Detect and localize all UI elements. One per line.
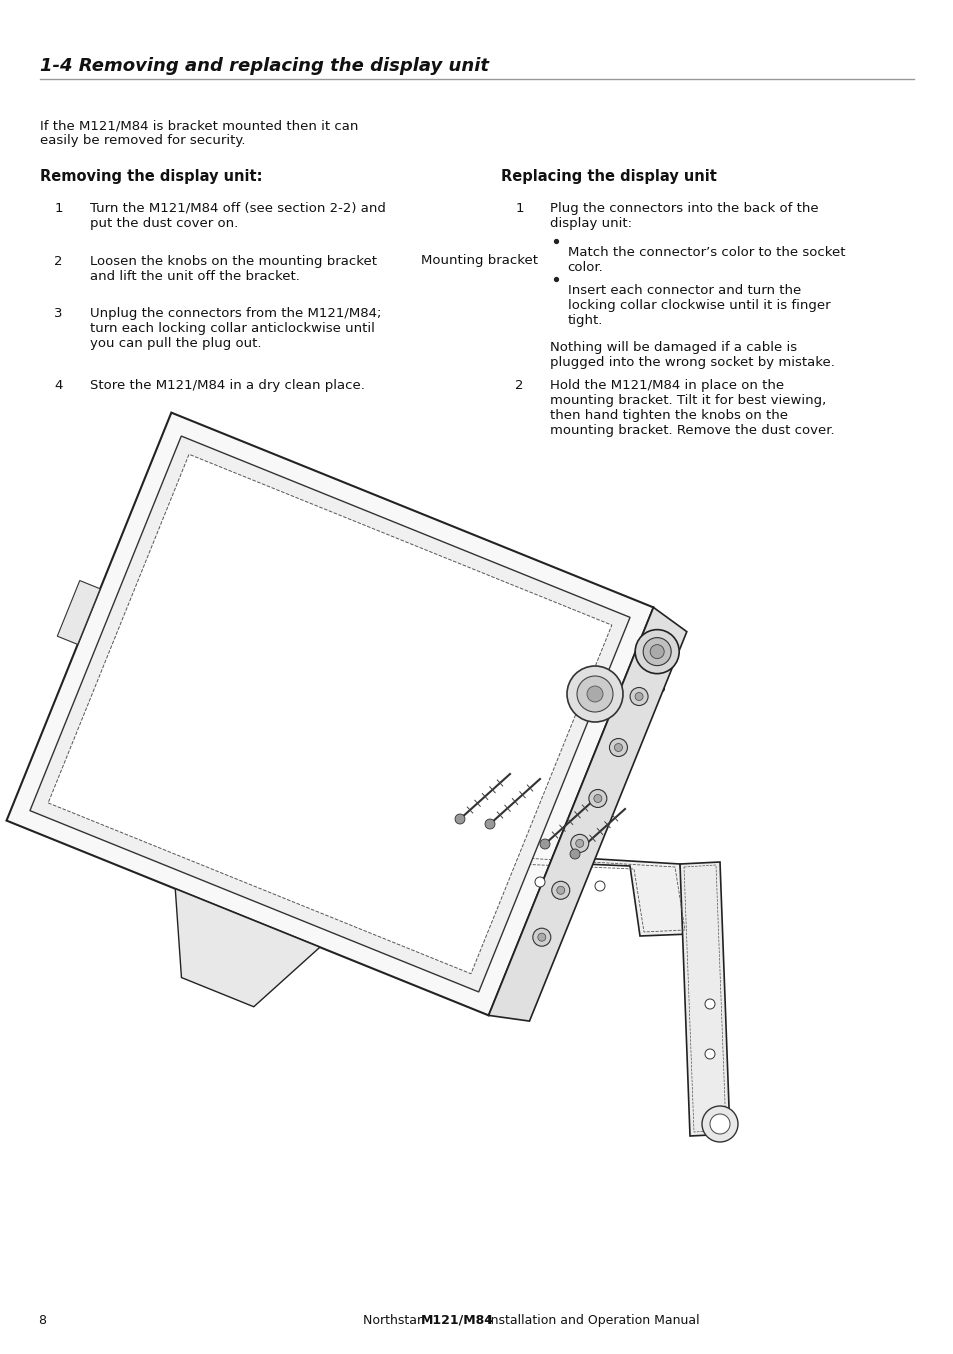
Text: Northstar: Northstar	[362, 1313, 425, 1327]
Circle shape	[535, 877, 544, 887]
Text: Insert each connector and turn the
locking collar clockwise until it is finger
t: Insert each connector and turn the locki…	[567, 284, 829, 328]
Polygon shape	[7, 413, 653, 1016]
Text: If the M121/M84 is bracket mounted then it can
easily be removed for security.: If the M121/M84 is bracket mounted then …	[40, 119, 358, 148]
Circle shape	[650, 645, 663, 658]
Circle shape	[484, 873, 495, 884]
Text: Turn the M121/M84 off (see section 2-2) and
put the dust cover on.: Turn the M121/M84 off (see section 2-2) …	[90, 202, 385, 230]
Text: 1: 1	[515, 202, 523, 215]
Text: Nothing will be damaged if a cable is
plugged into the wrong socket by mistake.: Nothing will be damaged if a cable is pl…	[550, 341, 835, 370]
Text: Installation and Operation Manual: Installation and Operation Manual	[478, 1313, 699, 1327]
Text: Loosen the knobs on the mounting bracket
and lift the unit off the bracket.: Loosen the knobs on the mounting bracket…	[90, 255, 376, 283]
Circle shape	[704, 999, 714, 1009]
Text: Store the M121/M84 in a dry clean place.: Store the M121/M84 in a dry clean place.	[90, 379, 364, 393]
Circle shape	[701, 1106, 738, 1141]
Circle shape	[575, 839, 583, 848]
Polygon shape	[48, 455, 611, 974]
Circle shape	[484, 819, 495, 829]
Polygon shape	[30, 436, 629, 992]
Polygon shape	[57, 581, 100, 645]
Circle shape	[614, 743, 621, 751]
Circle shape	[635, 692, 642, 700]
Circle shape	[709, 1114, 729, 1135]
Text: 1-4 Removing and replacing the display unit: 1-4 Removing and replacing the display u…	[40, 57, 489, 74]
Circle shape	[557, 887, 564, 894]
Circle shape	[593, 795, 601, 803]
Polygon shape	[175, 888, 319, 1007]
Circle shape	[595, 881, 604, 891]
Circle shape	[455, 814, 464, 825]
Text: Mounting bracket: Mounting bracket	[421, 255, 537, 267]
Text: Removing the display unit:: Removing the display unit:	[40, 169, 262, 184]
Circle shape	[569, 849, 579, 858]
Circle shape	[629, 688, 647, 705]
Circle shape	[704, 1049, 714, 1059]
Text: Unplug the connectors from the M121/M84;
turn each locking collar anticlockwise : Unplug the connectors from the M121/M84;…	[90, 307, 380, 351]
Text: 8: 8	[38, 1313, 46, 1327]
Polygon shape	[679, 862, 729, 1136]
Text: Knob: Knob	[633, 682, 666, 696]
Circle shape	[642, 638, 671, 666]
Text: Replacing the display unit: Replacing the display unit	[500, 169, 716, 184]
Circle shape	[533, 929, 550, 946]
Circle shape	[586, 686, 602, 701]
Polygon shape	[350, 844, 689, 936]
Circle shape	[566, 666, 622, 722]
Polygon shape	[488, 608, 686, 1021]
Circle shape	[551, 881, 569, 899]
Circle shape	[349, 846, 360, 858]
Text: 1: 1	[54, 202, 63, 215]
Text: Match the connector’s color to the socket
color.: Match the connector’s color to the socke…	[567, 246, 844, 275]
Circle shape	[635, 630, 679, 674]
Text: 2: 2	[54, 255, 63, 268]
Text: 4: 4	[54, 379, 63, 393]
Text: Plug the connectors into the back of the
display unit:: Plug the connectors into the back of the…	[550, 202, 819, 230]
Text: 3: 3	[54, 307, 63, 321]
Text: 2: 2	[515, 379, 523, 393]
Circle shape	[609, 738, 627, 757]
Text: M121/M84: M121/M84	[420, 1313, 493, 1327]
Circle shape	[588, 789, 606, 807]
Circle shape	[570, 834, 588, 853]
Circle shape	[577, 676, 613, 712]
Text: Hold the M121/M84 in place on the
mounting bracket. Tilt it for best viewing,
th: Hold the M121/M84 in place on the mounti…	[550, 379, 834, 437]
Circle shape	[539, 839, 550, 849]
Circle shape	[537, 933, 545, 941]
